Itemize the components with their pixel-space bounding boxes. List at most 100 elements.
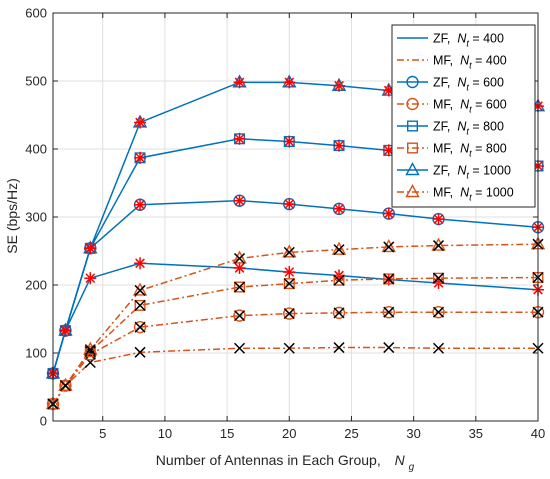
- legend-label: ZF, Nt = 1000: [433, 164, 511, 181]
- simulated-point-cross: [333, 307, 345, 319]
- legend-label: ZF, Nt = 400: [433, 32, 504, 49]
- simulated-point-cross: [134, 321, 146, 333]
- simulated-point-cross: [432, 342, 445, 354]
- legend-marker: [405, 162, 420, 176]
- legend: ZF, Nt = 400 MF, Nt = 400 ZF, Nt = 600 MF, …: [391, 24, 536, 208]
- series-mf-5: [47, 271, 544, 410]
- x-tick-label: 40: [531, 426, 545, 441]
- x-axis-label-subscript: g: [409, 462, 415, 473]
- simulated-point-star: [233, 262, 246, 274]
- x-tick-label: 15: [220, 426, 234, 441]
- y-axis-label: SE (bps/Hz): [4, 178, 20, 253]
- x-tick-label: 30: [406, 426, 420, 441]
- simulated-point-cross: [333, 244, 345, 256]
- simulated-point-star: [432, 213, 445, 226]
- data-point: [332, 306, 346, 320]
- simulated-point-star: [134, 151, 147, 164]
- data-point: [234, 281, 246, 293]
- simulated-point-star: [84, 272, 97, 285]
- data-point: [232, 250, 247, 264]
- legend-entry: ZF, Nt = 800: [397, 120, 504, 137]
- simulated-point-cross: [283, 308, 295, 320]
- series-line: [52, 311, 538, 405]
- data-point: [432, 306, 445, 319]
- data-point: [381, 238, 396, 253]
- x-tick-label: 10: [158, 426, 172, 441]
- y-tick-label: 200: [25, 278, 47, 293]
- data-point: [134, 299, 146, 311]
- data-point: [333, 274, 345, 286]
- simulated-point-star: [333, 202, 346, 215]
- simulated-point-cross: [134, 299, 146, 311]
- series-line: [52, 276, 539, 405]
- simulated-point-star: [134, 198, 147, 211]
- y-tick-label: 600: [25, 6, 47, 21]
- data-point: [383, 273, 395, 285]
- data-point: [58, 377, 73, 391]
- simulated-point-star: [233, 132, 246, 145]
- series-line: [52, 346, 538, 405]
- x-tick-label: 25: [344, 426, 358, 441]
- x-axis-label: Number of Antennas in Each Group, N g: [156, 452, 415, 473]
- legend-marker: [406, 97, 419, 111]
- y-tick-label: 500: [25, 74, 47, 89]
- simulated-point-cross: [432, 306, 445, 318]
- simulated-point-cross: [234, 342, 246, 354]
- simulated-point-star: [233, 194, 246, 207]
- axes: [52, 12, 539, 422]
- data-point: [283, 307, 296, 320]
- simulated-point-star: [283, 135, 296, 148]
- legend-marker: [406, 75, 419, 89]
- simulated-point-cross: [84, 344, 96, 356]
- simulated-point-star: [134, 116, 147, 129]
- data-point: [233, 309, 246, 322]
- x-tick-label: 5: [99, 426, 106, 441]
- series-layer: [45, 74, 546, 411]
- simulated-point-star: [233, 76, 246, 89]
- y-tick-label: 0: [40, 414, 47, 429]
- legend-box: [391, 24, 536, 208]
- x-tick-label: 35: [469, 426, 483, 441]
- simulated-point-cross: [432, 272, 445, 284]
- legend-entry: ZF, Nt = 600: [397, 76, 504, 93]
- legend-marker: [405, 184, 420, 198]
- legend-entry: ZF, Nt = 1000: [397, 162, 511, 181]
- simulated-point-star: [283, 198, 296, 211]
- simulated-point-cross: [383, 342, 395, 354]
- legend-marker: [407, 120, 419, 132]
- legend-label: MF, Nt = 600: [433, 98, 507, 115]
- legend-entry: MF, Nt = 600: [397, 98, 507, 115]
- simulated-point-cross: [134, 346, 146, 358]
- y-tick-label: 400: [25, 142, 47, 157]
- simulated-point-star: [333, 79, 346, 92]
- simulated-point-cross: [283, 342, 295, 354]
- legend-entry: MF, Nt = 1000: [397, 184, 514, 203]
- simulated-point-cross: [432, 240, 445, 252]
- data-point: [331, 241, 347, 255]
- simulated-point-cross: [234, 310, 246, 322]
- data-point: [133, 320, 147, 334]
- data-point: [83, 341, 98, 355]
- simulated-point-cross: [59, 380, 71, 392]
- simulated-point-star: [382, 207, 395, 220]
- legend-entry: ZF, Nt = 400: [397, 32, 504, 49]
- simulated-point-cross: [333, 274, 345, 286]
- data-point: [431, 237, 446, 251]
- series-line: [52, 243, 539, 405]
- series-zf-2: [46, 194, 545, 380]
- simulated-point-star: [283, 76, 296, 89]
- x-axis-label-text: Number of Antennas in Each Group,: [156, 452, 381, 468]
- legend-label: MF, Nt = 800: [433, 142, 507, 159]
- legend-label: ZF, Nt = 600: [433, 76, 504, 93]
- x-axis-label-symbol: N: [395, 452, 406, 468]
- series-zf-0: [47, 257, 544, 380]
- simulated-point-star: [59, 324, 72, 337]
- simulated-point-cross: [383, 306, 395, 318]
- series-line: [52, 262, 539, 374]
- simulated-point-cross: [283, 278, 295, 290]
- y-tick-label: 100: [25, 346, 47, 361]
- x-tick-label: 20: [282, 426, 296, 441]
- data-point: [282, 244, 297, 258]
